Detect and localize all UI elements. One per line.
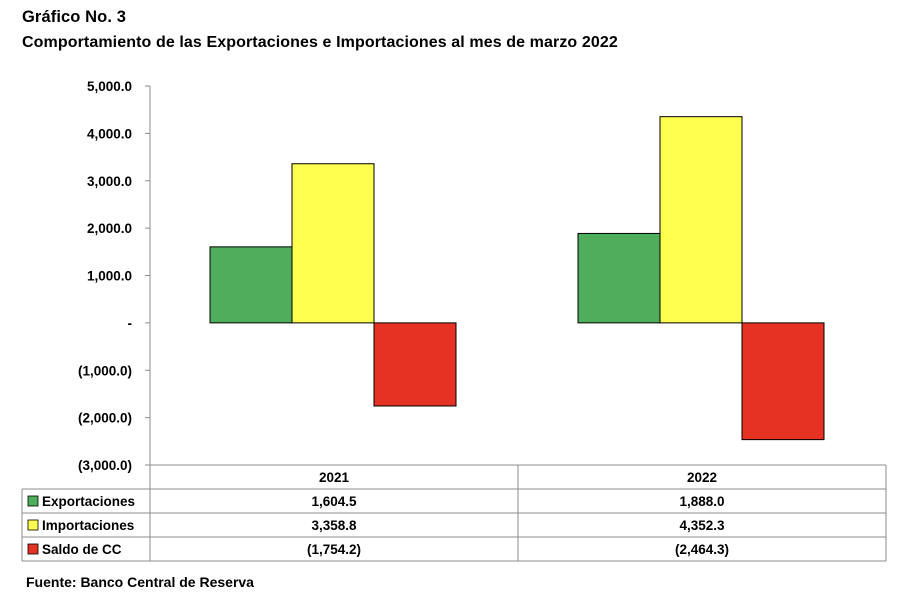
bar (291, 163, 375, 324)
legend-swatch (27, 543, 39, 555)
bar (209, 246, 293, 324)
legend-label: Importaciones (42, 518, 134, 533)
data-label: 4,352.3 (679, 518, 725, 533)
y-tick-label: 4,000.0 (87, 126, 132, 141)
data-label: 1,604.5 (311, 494, 357, 509)
bar (577, 232, 661, 324)
category-label: 2021 (319, 470, 350, 485)
legend-swatch (27, 495, 39, 507)
legend-label: Saldo de CC (42, 542, 122, 557)
legend-swatch (27, 519, 39, 531)
data-label: 1,888.0 (679, 494, 724, 509)
y-tick-label: (1,000.0) (78, 363, 132, 378)
source-note: Fuente: Banco Central de Reserva (26, 574, 254, 590)
data-label: 3,358.8 (311, 518, 357, 533)
bar (659, 116, 743, 324)
y-tick-label: 3,000.0 (87, 174, 132, 189)
y-tick-label: - (128, 316, 133, 331)
y-tick-label: (3,000.0) (78, 458, 132, 473)
bar (741, 322, 825, 441)
data-table: 2021 2022 Exportaciones 1,604.5 1,888.0 Impor… (21, 464, 887, 562)
y-tick-label: 2,000.0 (87, 221, 132, 236)
bars (209, 116, 825, 441)
y-tick-label: 5,000.0 (87, 79, 132, 94)
legend-label: Exportaciones (42, 494, 135, 509)
data-label: (1,754.2) (307, 542, 361, 557)
data-label: (2,464.3) (675, 542, 729, 557)
chart-heading: Gráfico No. 3 (22, 8, 126, 26)
y-tick-label: 1,000.0 (87, 269, 132, 284)
y-axis: 5,000.0 4,000.0 3,000.0 2,000.0 1,000.0 - (1,0… (78, 79, 151, 473)
y-tick-label: (2,000.0) (78, 411, 132, 426)
category-label: 2022 (687, 470, 717, 485)
chart-title: Comportamiento de las Exportaciones e Im… (22, 34, 618, 51)
bar (373, 322, 457, 407)
